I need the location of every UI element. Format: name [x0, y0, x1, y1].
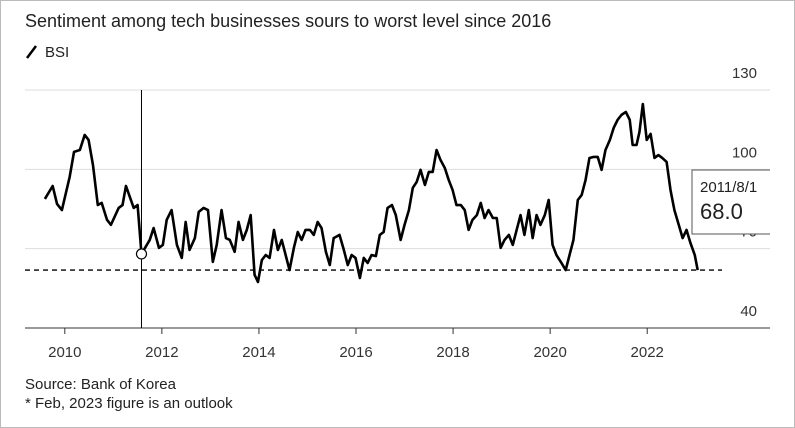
x-tick-label: 2022 — [631, 344, 664, 361]
chart-title: Sentiment among tech businesses sours to… — [25, 11, 551, 31]
y-tick-label: 130 — [732, 65, 757, 82]
note: * Feb, 2023 figure is an outlook — [25, 395, 233, 412]
y-tick-label: 100 — [732, 144, 757, 161]
x-tick-label: 2014 — [242, 344, 275, 361]
x-tick-label: 2016 — [339, 344, 372, 361]
y-tick-label: 40 — [740, 303, 757, 320]
tooltip: 2011/8/1 68.0 — [691, 169, 770, 235]
x-tick-label: 2020 — [533, 344, 566, 361]
legend-swatch — [26, 45, 37, 59]
x-tick-label: 2012 — [145, 344, 178, 361]
x-tick-label: 2018 — [436, 344, 469, 361]
tooltip-date: 2011/8/1 — [700, 179, 757, 196]
source: Source: Bank of Korea — [25, 376, 177, 393]
tooltip-box — [691, 169, 770, 235]
legend-label: BSI — [45, 44, 69, 61]
x-tick-label: 2010 — [48, 344, 81, 361]
hover-marker — [135, 248, 148, 260]
tooltip-value: 68.0 — [700, 199, 743, 224]
data-line — [43, 102, 699, 284]
